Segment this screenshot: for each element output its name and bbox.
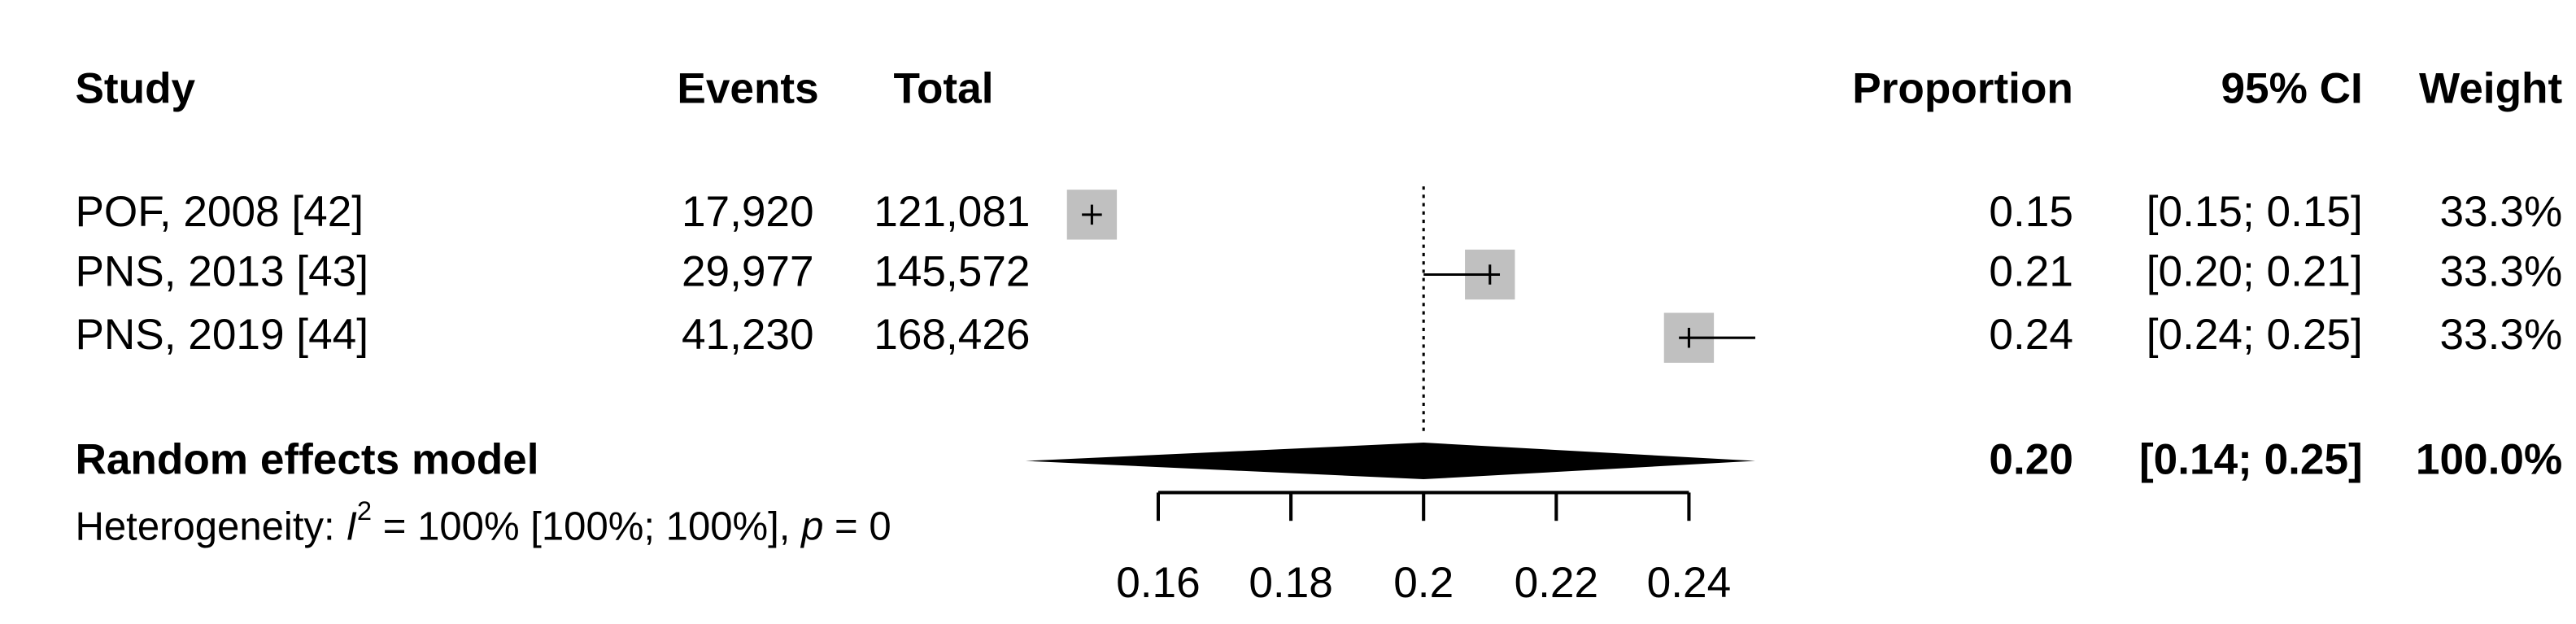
pooled-value: 0.20	[1989, 436, 2073, 484]
header-proportion: Proportion	[1852, 65, 2073, 113]
x-tick-label: 0.18	[1249, 559, 1332, 607]
header-weight: Weight	[2419, 65, 2562, 113]
het-stat: I	[346, 504, 357, 548]
pooled-weight: 100.0%	[2416, 436, 2562, 484]
study-name: PNS, 2013 [43]	[75, 248, 368, 296]
events: 41,230	[682, 311, 814, 359]
ci-label: [0.24; 0.25]	[2147, 311, 2363, 359]
pooled-diamond	[1025, 443, 1755, 480]
header-events: Events	[677, 65, 818, 113]
study-name: PNS, 2019 [44]	[75, 311, 368, 359]
pooled-name: Random effects model	[75, 436, 538, 484]
het-middle: = 100% [100%; 100%],	[372, 504, 801, 548]
ci-label: [0.20; 0.21]	[2147, 248, 2363, 296]
weight-label: 33.3%	[2439, 188, 2562, 236]
proportion: 0.21	[1989, 248, 2073, 296]
ci-label: [0.15; 0.15]	[2147, 188, 2363, 236]
weight-label: 33.3%	[2439, 311, 2562, 359]
study-name: POF, 2008 [42]	[75, 188, 364, 236]
het-prefix: Heterogeneity:	[75, 504, 346, 548]
events: 17,920	[682, 188, 814, 236]
total: 168,426	[874, 311, 1030, 359]
x-tick-label: 0.24	[1647, 559, 1731, 607]
proportion: 0.15	[1989, 188, 2073, 236]
total: 121,081	[874, 188, 1030, 236]
events: 29,977	[682, 248, 814, 296]
header-total: Total	[893, 65, 993, 113]
proportion: 0.24	[1989, 311, 2073, 359]
pooled-ci: [0.14; 0.25]	[2139, 436, 2363, 484]
het-tail: = 0	[823, 504, 891, 548]
header-study: Study	[75, 65, 195, 113]
het-sup: 2	[357, 495, 372, 526]
heterogeneity: Heterogeneity: I2 = 100% [100%; 100%], p…	[75, 495, 891, 549]
x-tick-label: 0.22	[1515, 559, 1598, 607]
x-tick-label: 0.16	[1116, 559, 1200, 607]
het-p: p	[800, 504, 823, 548]
total: 145,572	[874, 248, 1030, 296]
weight-label: 33.3%	[2439, 248, 2562, 296]
x-tick-label: 0.2	[1393, 559, 1454, 607]
header-ci: 95% CI	[2221, 65, 2362, 113]
